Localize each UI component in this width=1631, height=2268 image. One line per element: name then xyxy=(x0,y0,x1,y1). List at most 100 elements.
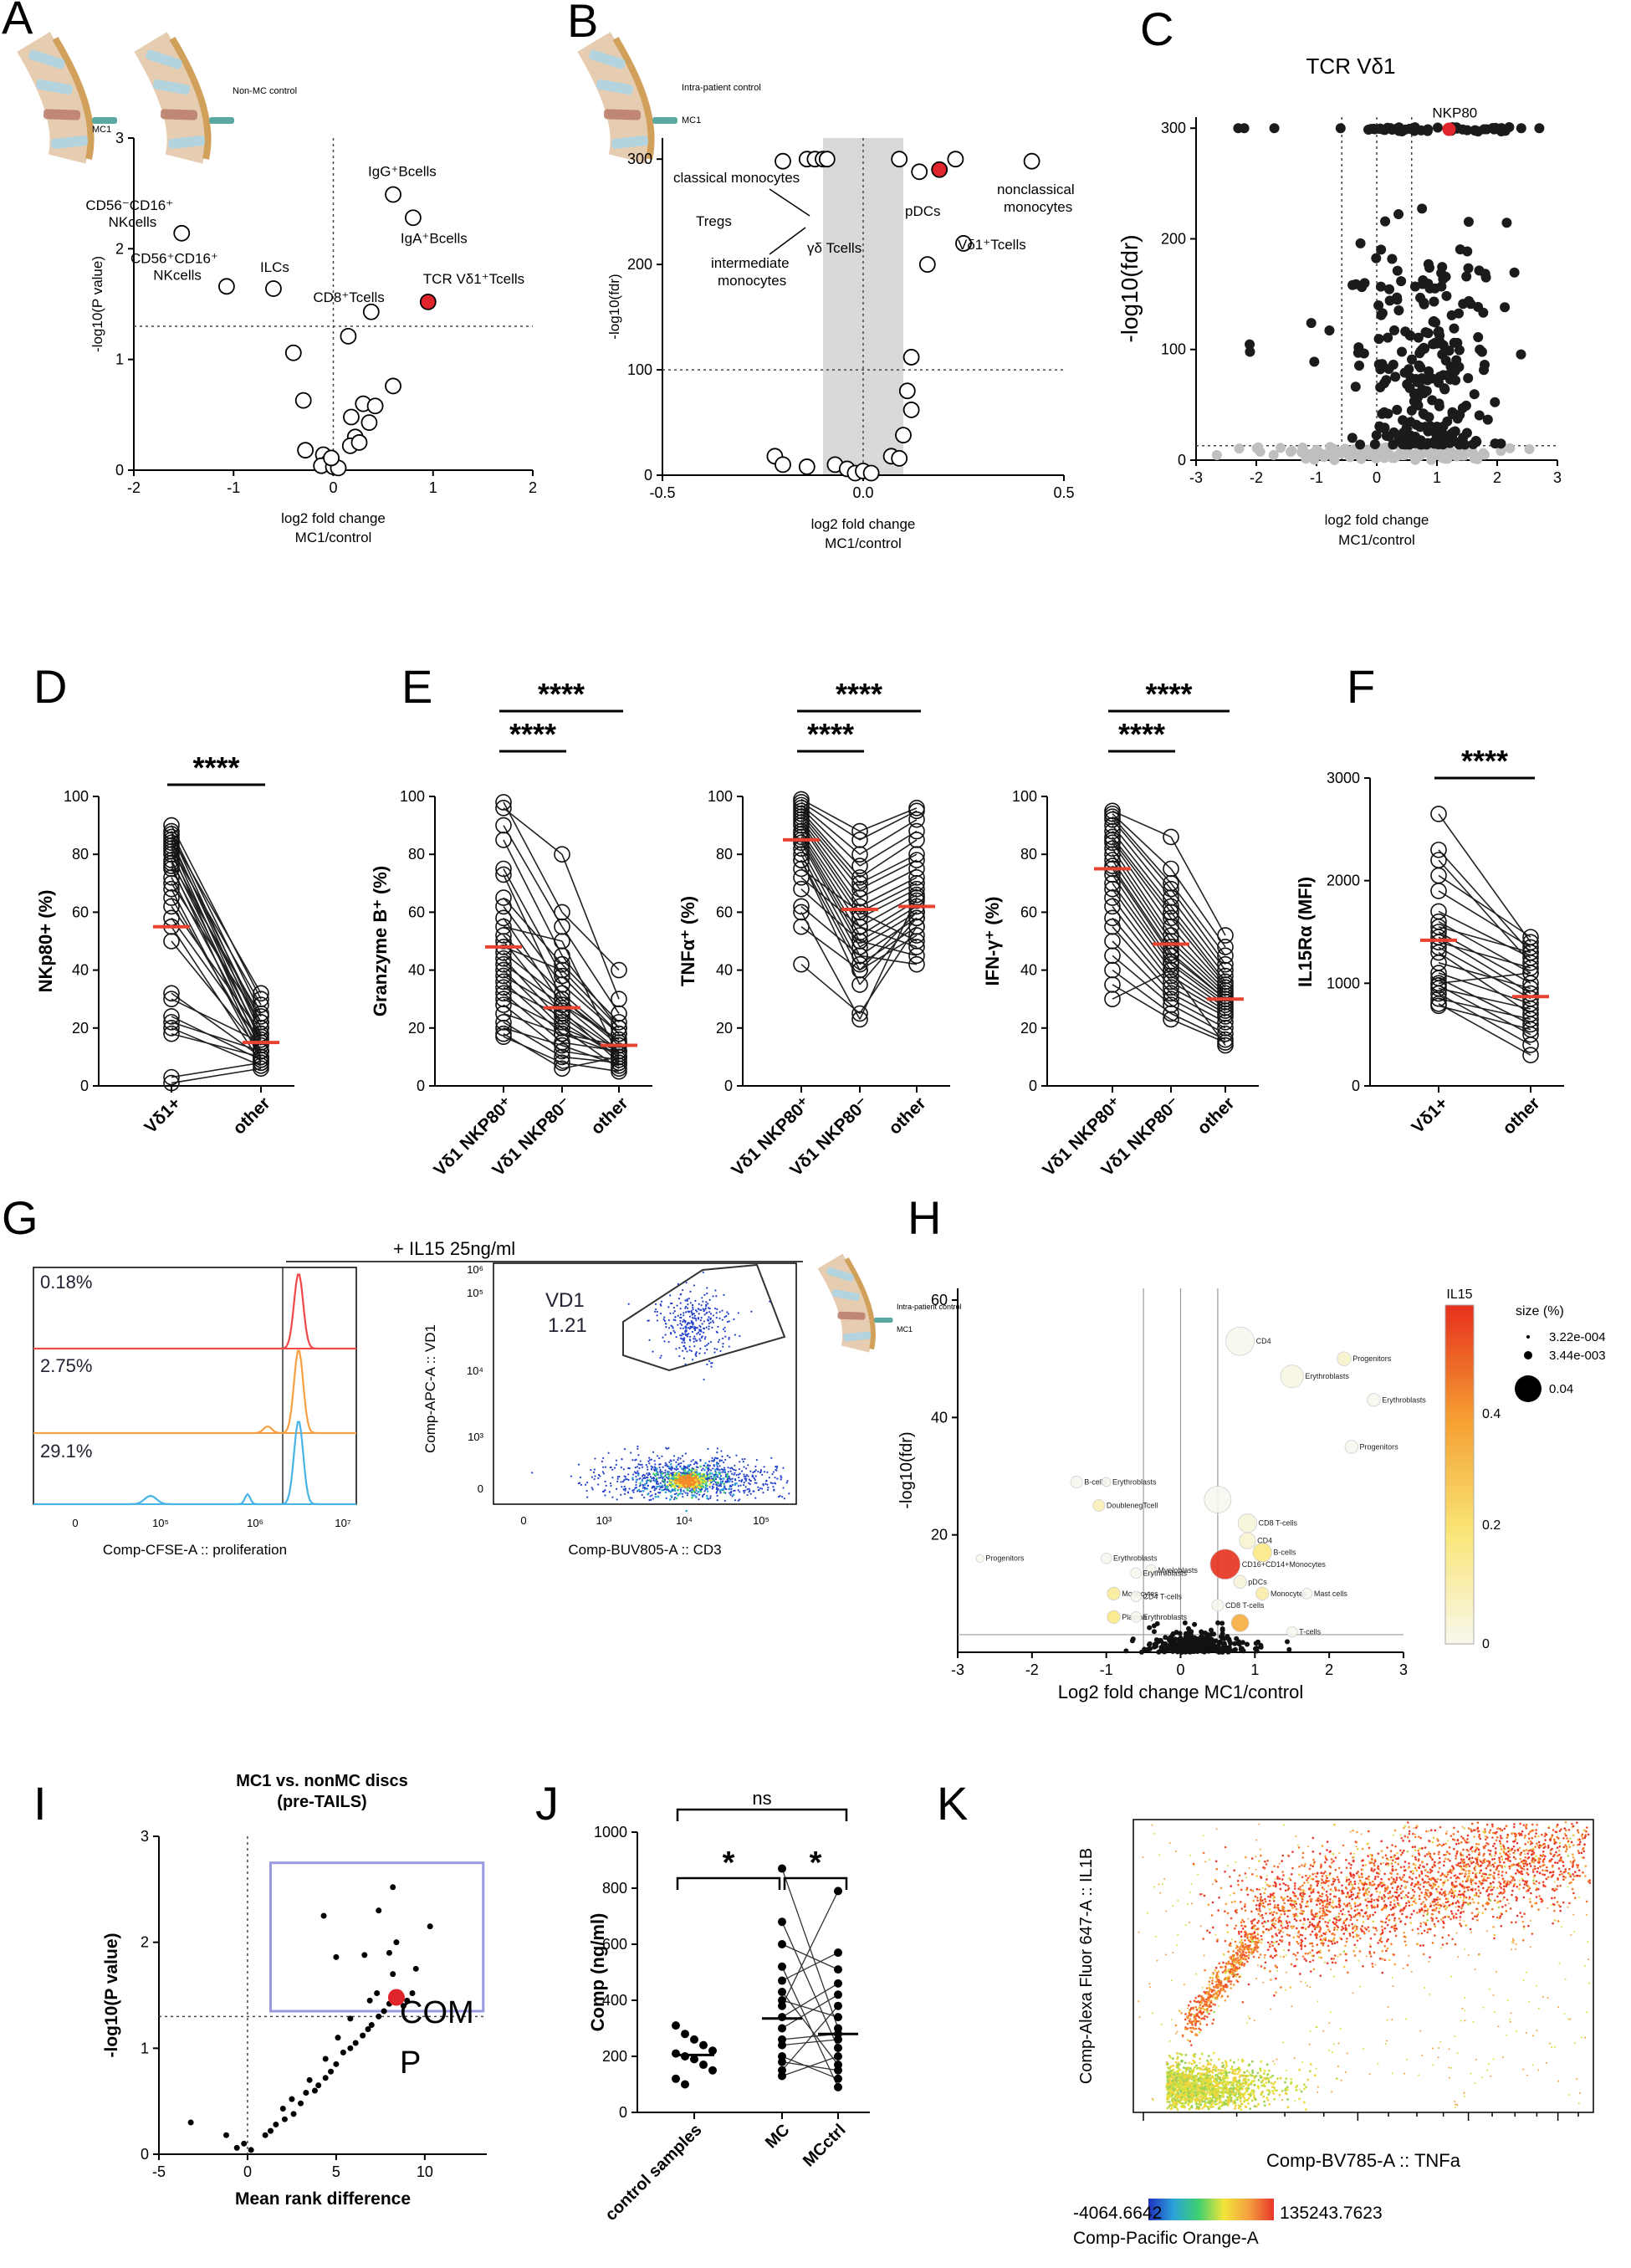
data-point xyxy=(1209,1638,1215,1644)
pair-line xyxy=(1112,842,1172,928)
pair-line xyxy=(781,1983,839,2018)
data-point xyxy=(1231,1648,1237,1654)
event-dot xyxy=(1264,1887,1267,1891)
y-tick-label: 1000 xyxy=(1327,975,1360,991)
event-dot xyxy=(1436,1877,1439,1881)
data-point xyxy=(554,1048,570,1066)
colorbar-segment xyxy=(1445,1548,1474,1554)
event-dot xyxy=(669,1490,672,1493)
illustration-label: MC1 xyxy=(92,125,111,135)
event-dot xyxy=(754,1478,756,1482)
event-dot xyxy=(744,1457,746,1461)
data-point xyxy=(1449,323,1460,334)
pair-line xyxy=(859,917,918,986)
event-dot xyxy=(748,1487,750,1490)
event-dot xyxy=(668,1466,671,1469)
event-dot xyxy=(611,1477,614,1479)
event-dot xyxy=(750,1310,753,1313)
event-dot xyxy=(735,1454,738,1457)
event-dot xyxy=(1525,1884,1528,1887)
event-dot xyxy=(597,1477,600,1480)
pair-line xyxy=(1112,955,1172,1006)
data-point xyxy=(1429,283,1440,294)
pair-line xyxy=(800,853,861,965)
y-tick-label: 20 xyxy=(931,1527,948,1544)
event-dot xyxy=(673,1310,676,1313)
event-dot xyxy=(1384,1887,1387,1890)
event-dot xyxy=(702,1467,704,1470)
event-dot xyxy=(640,1490,642,1492)
pair-line xyxy=(1438,972,1531,1005)
panel-letter-a: A xyxy=(2,0,33,44)
event-dot xyxy=(771,1482,774,1485)
event-dot xyxy=(1585,1830,1588,1833)
data-point xyxy=(365,2026,371,2033)
event-dot xyxy=(656,1314,658,1317)
bubble-label: CD16+CD14+Monocytes xyxy=(1242,1560,1327,1569)
event-dot xyxy=(1455,1863,1458,1866)
data-point xyxy=(1522,1021,1539,1038)
event-dot xyxy=(1467,1827,1470,1830)
event-dot xyxy=(649,1490,652,1493)
event-dot xyxy=(709,1318,713,1320)
data-point xyxy=(908,811,925,828)
pair-line xyxy=(171,831,262,1014)
event-dot xyxy=(1470,1881,1473,1884)
event-dot xyxy=(758,1488,760,1492)
event-dot xyxy=(1454,1943,1457,1946)
colorbar-segment xyxy=(1445,1632,1474,1640)
event-dot xyxy=(1577,1843,1579,1846)
event-dot xyxy=(727,1313,729,1315)
event-dot xyxy=(1204,1969,1206,1972)
event-dot xyxy=(636,1466,639,1468)
event-dot xyxy=(715,1330,718,1334)
data-point xyxy=(1441,290,1452,301)
pair-line xyxy=(561,853,620,1000)
event-dot xyxy=(1334,1856,1337,1859)
event-dot xyxy=(1315,1937,1318,1939)
event-dot xyxy=(689,1302,692,1304)
event-dot xyxy=(1581,1833,1584,1836)
event-dot xyxy=(1330,1858,1333,1861)
event-dot xyxy=(768,1477,770,1479)
event-dot xyxy=(1524,1856,1526,1859)
pair-line xyxy=(859,888,918,919)
event-dot xyxy=(672,1480,676,1483)
event-dot xyxy=(1342,1933,1346,1935)
data-point xyxy=(290,2111,297,2117)
event-dot xyxy=(1214,1878,1217,1881)
event-dot xyxy=(1461,1860,1464,1862)
colorbar-segment xyxy=(1445,1429,1474,1436)
data-point xyxy=(1104,811,1121,828)
event-dot xyxy=(674,1319,677,1322)
event-dot xyxy=(1300,1938,1303,1942)
event-dot xyxy=(1380,1850,1383,1852)
event-dot xyxy=(1368,1875,1370,1878)
pair-line xyxy=(1112,813,1172,870)
pair-line xyxy=(1112,883,1172,965)
event-dot xyxy=(1557,1878,1559,1881)
event-dot xyxy=(1544,1855,1547,1858)
event-dot xyxy=(1262,1925,1265,1928)
data-point xyxy=(834,1887,842,1896)
event-dot xyxy=(1480,1875,1483,1877)
event-dot xyxy=(718,1468,721,1472)
event-dot xyxy=(737,1312,739,1314)
event-dot xyxy=(1370,1904,1373,1907)
significance-label: **** xyxy=(1118,717,1165,751)
data-point xyxy=(834,2013,842,2022)
pair-line xyxy=(1170,868,1226,948)
highlight-point xyxy=(1442,122,1456,136)
event-dot xyxy=(687,1492,689,1495)
data-point xyxy=(1189,1629,1194,1635)
pair-line xyxy=(1170,980,1226,1015)
point-label: Tregs xyxy=(696,213,732,229)
event-dot xyxy=(734,1472,736,1474)
event-dot xyxy=(1440,1893,1444,1896)
colorbar-segment xyxy=(1445,1554,1474,1560)
data-point xyxy=(1470,436,1481,447)
event-dot xyxy=(1389,1908,1393,1911)
event-dot xyxy=(673,1489,677,1492)
event-dot xyxy=(1549,1849,1552,1851)
event-dot xyxy=(1333,1878,1337,1881)
